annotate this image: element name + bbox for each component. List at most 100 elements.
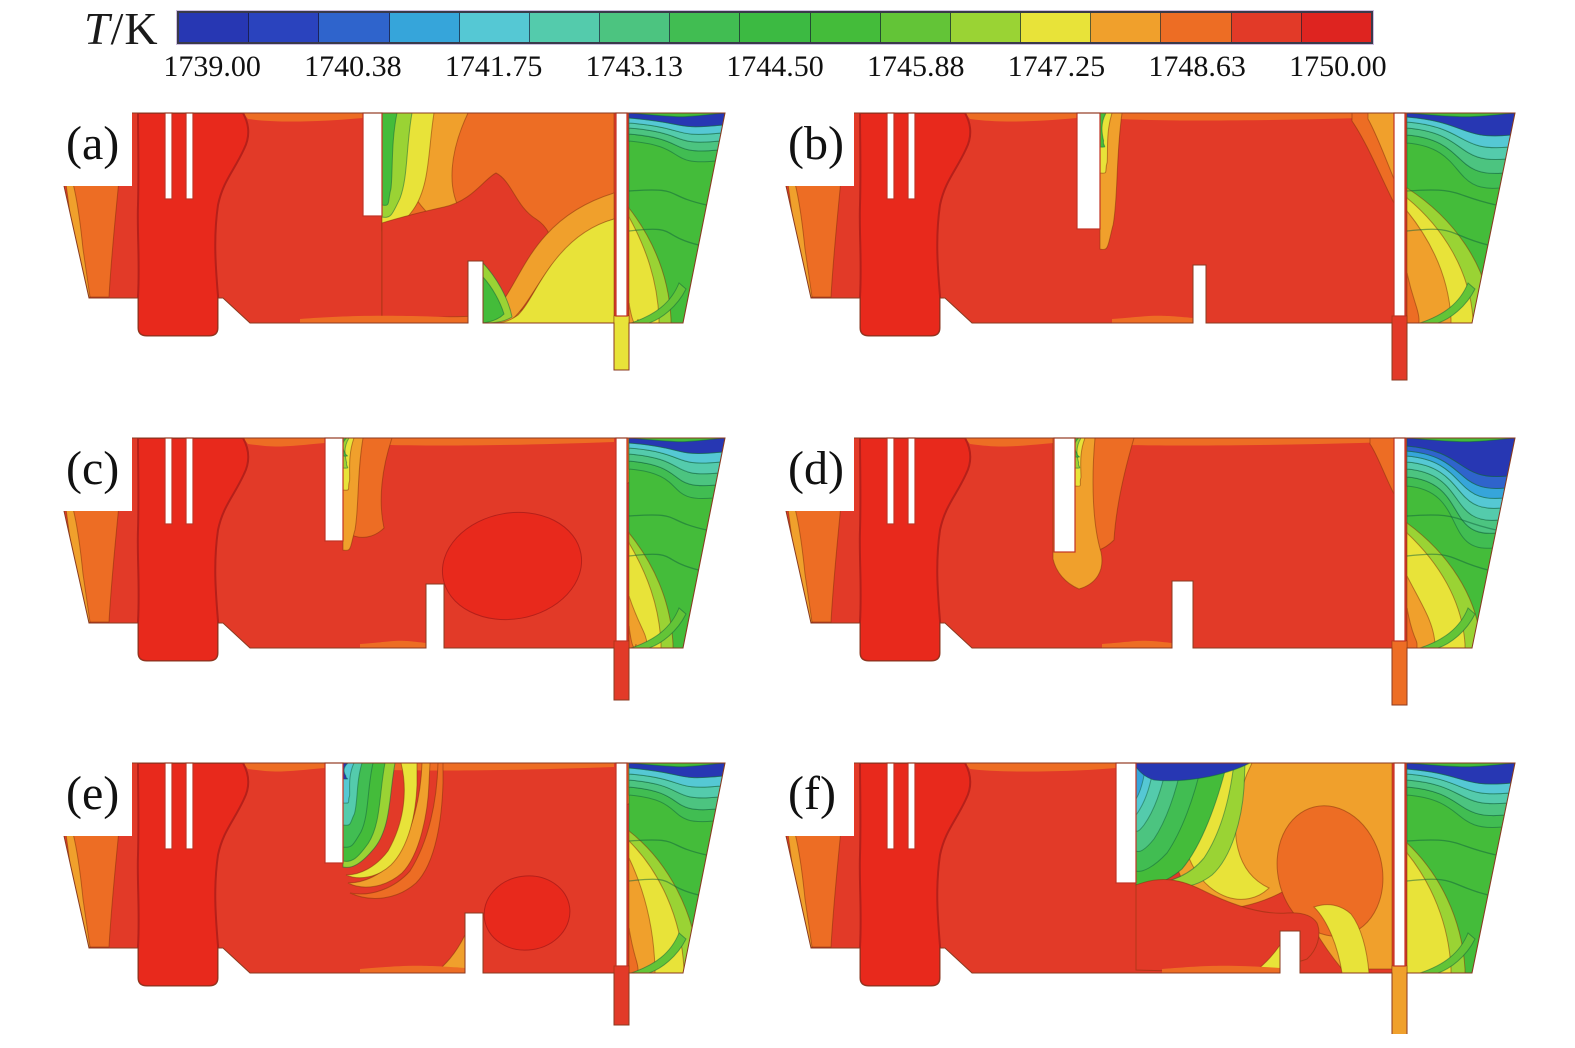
contour-region <box>1406 209 1452 324</box>
panel-label: (d) <box>788 442 844 495</box>
colorbar-tick-label: 1739.00 <box>163 50 261 83</box>
baffle-wall <box>324 762 344 864</box>
panel-b: (b) <box>782 100 1522 389</box>
contour-region <box>1406 272 1420 324</box>
panel-label-box <box>782 425 854 511</box>
baffle-wall <box>1053 437 1076 553</box>
contour-region <box>1406 228 1489 246</box>
contour-region <box>965 438 1054 447</box>
baffle-wall <box>185 762 194 850</box>
colorbar-segment <box>179 13 250 42</box>
panel-c: (c) <box>60 425 800 714</box>
colorbar-segment <box>670 13 741 42</box>
colorbar-segment <box>319 13 390 42</box>
domain-outline <box>63 112 726 371</box>
contour-region <box>1102 640 1172 648</box>
panel-label: (c) <box>66 442 119 495</box>
temperature-unit: /K <box>110 3 159 54</box>
domain-outline <box>63 762 726 1026</box>
temperature-contour-f: (f) <box>782 750 1516 1036</box>
colorbar-tick-label: 1741.75 <box>444 50 543 83</box>
contour-region <box>1099 113 1113 174</box>
baffle-wall <box>907 437 916 525</box>
panel-label-box <box>60 100 132 186</box>
contour-region <box>628 514 707 531</box>
contour-region <box>628 228 699 246</box>
contour-region <box>1406 553 1489 571</box>
contour-region <box>965 113 1077 122</box>
baffle-wall <box>886 112 895 200</box>
contour-region <box>345 763 418 879</box>
colorbar-segment <box>529 13 601 42</box>
baffle-wall <box>185 112 194 200</box>
contour-region <box>483 875 571 951</box>
colorbar-segment <box>950 13 1022 42</box>
baffle-wall <box>615 112 628 317</box>
contour-region <box>1074 438 1082 469</box>
contour-region <box>1419 282 1476 324</box>
contour-region <box>349 763 444 899</box>
colorbar-segment <box>1301 13 1371 42</box>
colorbar-segment <box>810 13 881 42</box>
panel-d: (d) <box>782 425 1522 714</box>
temperature-symbol: T <box>84 3 111 54</box>
panel-label: (a) <box>66 117 119 170</box>
contour-region <box>441 511 583 621</box>
baffle-wall <box>1393 437 1406 642</box>
contour-region <box>343 438 614 446</box>
baffle-wall <box>362 112 383 217</box>
baffle-wall <box>1393 762 1406 967</box>
contour-region <box>342 438 350 469</box>
baffle-wall <box>164 112 173 200</box>
baffle-wall <box>1393 112 1406 317</box>
colorbar-segment <box>740 13 811 42</box>
contour-region <box>1162 965 1280 973</box>
domain-outline <box>785 112 1516 381</box>
baffle-wall <box>324 437 344 542</box>
contour-region <box>1112 315 1193 323</box>
colorbar-title: T/K <box>84 2 159 55</box>
contour-region <box>628 839 707 856</box>
contour-region <box>1391 315 1408 380</box>
contour-region <box>1406 514 1497 531</box>
temperature-contour-b: (b) <box>782 100 1516 381</box>
baffle-wall <box>615 437 628 642</box>
baffle-wall <box>615 762 628 967</box>
contour-region <box>613 640 630 700</box>
temperature-contour-a: (a) <box>60 100 726 371</box>
contour-region <box>630 932 687 974</box>
colorbar-tick-label: 1745.88 <box>866 50 965 83</box>
contour-region <box>1419 932 1476 974</box>
colorbar-segment <box>1231 13 1302 42</box>
contour-region <box>360 640 426 648</box>
contour-region <box>1313 904 1370 974</box>
contour-region <box>1406 607 1418 649</box>
panel-a: (a) <box>60 100 800 389</box>
contour-region <box>628 216 660 324</box>
colorbar-segment <box>459 13 530 42</box>
panel-e: (e) <box>60 750 800 1039</box>
contour-region <box>497 218 615 324</box>
contour-region <box>1391 965 1408 1035</box>
contour-region <box>342 438 355 491</box>
temperature-contour-d: (d) <box>782 425 1516 706</box>
contour-region <box>342 763 355 804</box>
contour-region <box>342 438 348 457</box>
panel-f: (f) <box>782 750 1522 1039</box>
contour-region <box>1391 640 1408 705</box>
baffle-wall <box>164 762 173 850</box>
domain-outline <box>785 437 1516 706</box>
contour-region <box>630 607 687 649</box>
panel-label-box <box>60 750 132 836</box>
contour-region <box>1406 189 1497 206</box>
domain-outline <box>785 762 1516 1036</box>
contour-region <box>1075 438 1392 446</box>
colorbar-tick-label: 1747.25 <box>1007 50 1106 83</box>
contour-region <box>1135 763 1251 782</box>
panel-label: (e) <box>66 767 119 820</box>
colorbar <box>177 11 1373 44</box>
contour-region <box>482 275 505 324</box>
contour-region <box>342 763 350 780</box>
panel-label: (b) <box>788 117 844 170</box>
colorbar-segment <box>1091 13 1162 42</box>
